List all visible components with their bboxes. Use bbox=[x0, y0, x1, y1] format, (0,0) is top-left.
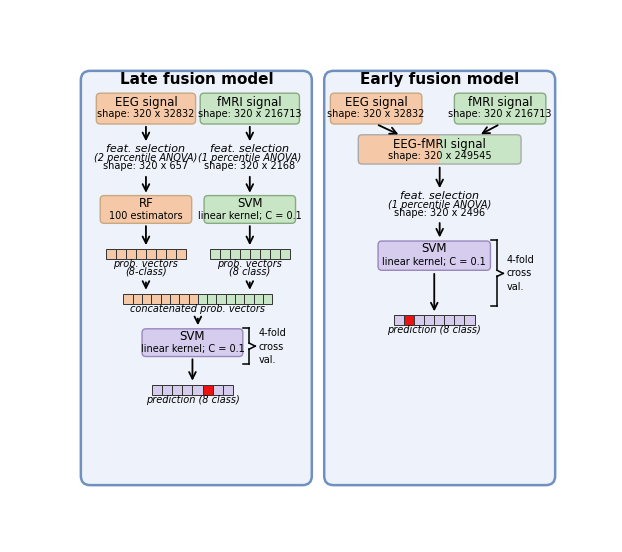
Bar bbox=[188, 294, 198, 304]
Bar bbox=[404, 315, 414, 325]
Bar bbox=[444, 315, 455, 325]
Text: EEG signal: EEG signal bbox=[114, 96, 177, 109]
FancyBboxPatch shape bbox=[200, 93, 299, 124]
Text: RF: RF bbox=[139, 197, 154, 210]
Text: shape: 320 x 2496: shape: 320 x 2496 bbox=[394, 208, 485, 217]
Bar bbox=[179, 294, 188, 304]
Text: SVM: SVM bbox=[237, 197, 262, 210]
Bar bbox=[203, 385, 213, 395]
Bar bbox=[116, 249, 126, 259]
Text: feat. selection: feat. selection bbox=[400, 192, 479, 201]
Text: SVM: SVM bbox=[180, 330, 205, 343]
Text: concatenated prob. vectors: concatenated prob. vectors bbox=[131, 304, 266, 314]
FancyBboxPatch shape bbox=[96, 93, 195, 124]
Text: shape: 320 x 2168: shape: 320 x 2168 bbox=[204, 161, 295, 171]
Bar bbox=[239, 249, 250, 259]
FancyBboxPatch shape bbox=[324, 71, 555, 485]
Text: feat. selection: feat. selection bbox=[106, 145, 185, 155]
Bar bbox=[270, 249, 280, 259]
Bar bbox=[106, 249, 116, 259]
Text: linear kernel; C = 0.1: linear kernel; C = 0.1 bbox=[198, 211, 302, 221]
Text: prob. vectors: prob. vectors bbox=[217, 259, 282, 269]
Text: Late fusion model: Late fusion model bbox=[119, 72, 273, 87]
Bar bbox=[146, 249, 156, 259]
Text: shape: 320 x 216713: shape: 320 x 216713 bbox=[198, 109, 302, 119]
Text: linear kernel; C = 0.1: linear kernel; C = 0.1 bbox=[141, 344, 244, 354]
Bar bbox=[434, 315, 444, 325]
Bar bbox=[465, 315, 475, 325]
Bar bbox=[198, 294, 207, 304]
Text: Early fusion model: Early fusion model bbox=[360, 72, 519, 87]
Text: 4-fold
cross
val.: 4-fold cross val. bbox=[258, 328, 286, 365]
Bar bbox=[136, 249, 146, 259]
Text: (2 percentile ANOVA): (2 percentile ANOVA) bbox=[95, 153, 198, 163]
Text: (1 percentile ANOVA): (1 percentile ANOVA) bbox=[198, 153, 302, 163]
Bar bbox=[142, 294, 151, 304]
Bar bbox=[424, 315, 434, 325]
Bar bbox=[213, 385, 223, 395]
Bar bbox=[358, 135, 440, 164]
Bar bbox=[160, 294, 170, 304]
Bar bbox=[207, 294, 216, 304]
Bar bbox=[152, 385, 162, 395]
Bar bbox=[254, 294, 263, 304]
Bar bbox=[230, 249, 239, 259]
Bar bbox=[414, 315, 424, 325]
Text: shape: 320 x 657: shape: 320 x 657 bbox=[103, 161, 188, 171]
Bar bbox=[166, 249, 176, 259]
Bar bbox=[132, 294, 142, 304]
Bar bbox=[394, 315, 404, 325]
Bar bbox=[172, 385, 182, 395]
Text: fMRI signal: fMRI signal bbox=[218, 96, 282, 109]
FancyBboxPatch shape bbox=[81, 71, 312, 485]
Bar bbox=[226, 294, 235, 304]
Text: shape: 320 x 216713: shape: 320 x 216713 bbox=[448, 109, 552, 119]
Bar bbox=[440, 135, 521, 164]
FancyBboxPatch shape bbox=[204, 195, 295, 224]
Bar bbox=[151, 294, 160, 304]
Bar bbox=[250, 249, 260, 259]
Text: shape: 320 x 32832: shape: 320 x 32832 bbox=[327, 109, 425, 119]
FancyBboxPatch shape bbox=[142, 329, 243, 357]
Bar bbox=[124, 294, 132, 304]
Text: EEG signal: EEG signal bbox=[345, 96, 407, 109]
Text: 100 estimators: 100 estimators bbox=[109, 211, 183, 221]
FancyBboxPatch shape bbox=[100, 195, 192, 224]
FancyBboxPatch shape bbox=[378, 241, 490, 270]
Bar bbox=[244, 294, 254, 304]
Text: (1 percentile ANOVA): (1 percentile ANOVA) bbox=[388, 200, 491, 210]
Text: (8 class): (8 class) bbox=[229, 267, 271, 277]
Bar bbox=[223, 385, 233, 395]
Bar bbox=[210, 249, 220, 259]
Text: shape: 320 x 249545: shape: 320 x 249545 bbox=[388, 151, 491, 161]
Bar bbox=[170, 294, 179, 304]
Bar bbox=[280, 249, 290, 259]
Text: 4-fold
cross
val.: 4-fold cross val. bbox=[506, 255, 534, 291]
Text: feat. selection: feat. selection bbox=[210, 145, 289, 155]
Bar bbox=[192, 385, 203, 395]
Text: (8-class): (8-class) bbox=[125, 267, 167, 277]
Text: EEG-fMRI signal: EEG-fMRI signal bbox=[393, 137, 486, 151]
Bar bbox=[263, 294, 272, 304]
Bar bbox=[455, 315, 465, 325]
FancyBboxPatch shape bbox=[455, 93, 546, 124]
Text: prediction (8 class): prediction (8 class) bbox=[146, 395, 239, 405]
Bar bbox=[182, 385, 192, 395]
Bar bbox=[216, 294, 226, 304]
Bar bbox=[235, 294, 244, 304]
FancyBboxPatch shape bbox=[330, 93, 422, 124]
Text: linear kernel; C = 0.1: linear kernel; C = 0.1 bbox=[383, 257, 486, 267]
Text: prediction (8 class): prediction (8 class) bbox=[388, 325, 481, 336]
Text: shape: 320 x 32832: shape: 320 x 32832 bbox=[97, 109, 195, 119]
Bar bbox=[176, 249, 186, 259]
Bar bbox=[162, 385, 172, 395]
Text: fMRI signal: fMRI signal bbox=[468, 96, 532, 109]
Text: SVM: SVM bbox=[422, 242, 447, 255]
Bar bbox=[220, 249, 230, 259]
Text: prob. vectors: prob. vectors bbox=[113, 259, 179, 269]
Bar bbox=[126, 249, 136, 259]
Bar bbox=[156, 249, 166, 259]
Bar bbox=[260, 249, 270, 259]
